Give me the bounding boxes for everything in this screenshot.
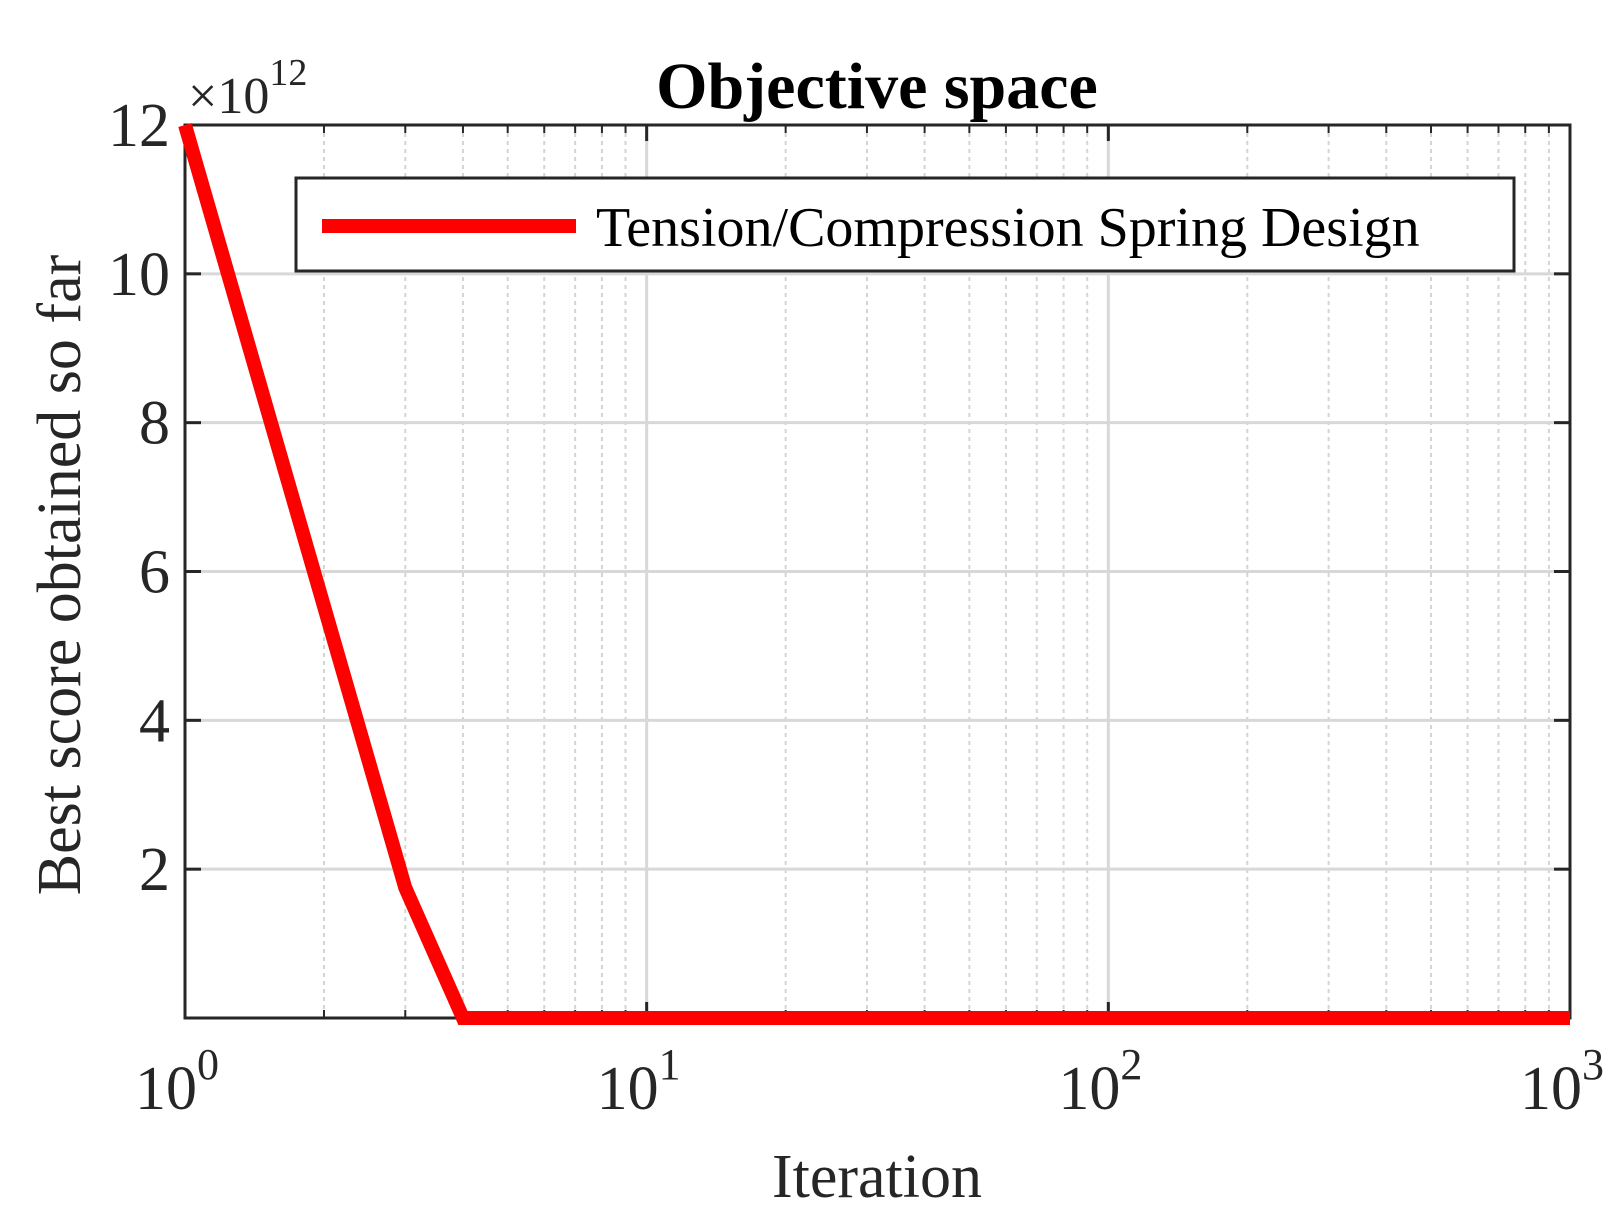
series-line (178, 123, 1570, 1025)
y-multiplier-label: ×1012 (188, 52, 307, 125)
legend: Tension/Compression Spring Design (294, 176, 1516, 273)
y-axis-label: Best score obtained so far (26, 254, 94, 895)
x-axis-label: Iteration (772, 1143, 982, 1211)
y-tick-label: 6 (139, 539, 170, 607)
x-tick-label: 102 (1058, 1040, 1142, 1123)
y-tick-label: 2 (139, 836, 170, 904)
y-tick-label: 4 (139, 687, 170, 755)
legend-label: Tension/Compression Spring Design (596, 197, 1420, 259)
y-tick-label: 12 (108, 92, 170, 160)
x-tick-label: 101 (597, 1040, 681, 1123)
y-tick-label: 10 (108, 241, 170, 309)
y-tick-label: 8 (139, 390, 170, 458)
x-tick-labels: 100 101 102 103 (135, 1040, 1604, 1123)
x-tick-label: 100 (135, 1040, 219, 1123)
chart-title: Objective space (656, 50, 1098, 123)
y-tick-labels: 2 4 6 8 10 12 (108, 92, 170, 904)
series-layer (178, 123, 1570, 1025)
x-tick-label: 103 (1520, 1040, 1604, 1123)
